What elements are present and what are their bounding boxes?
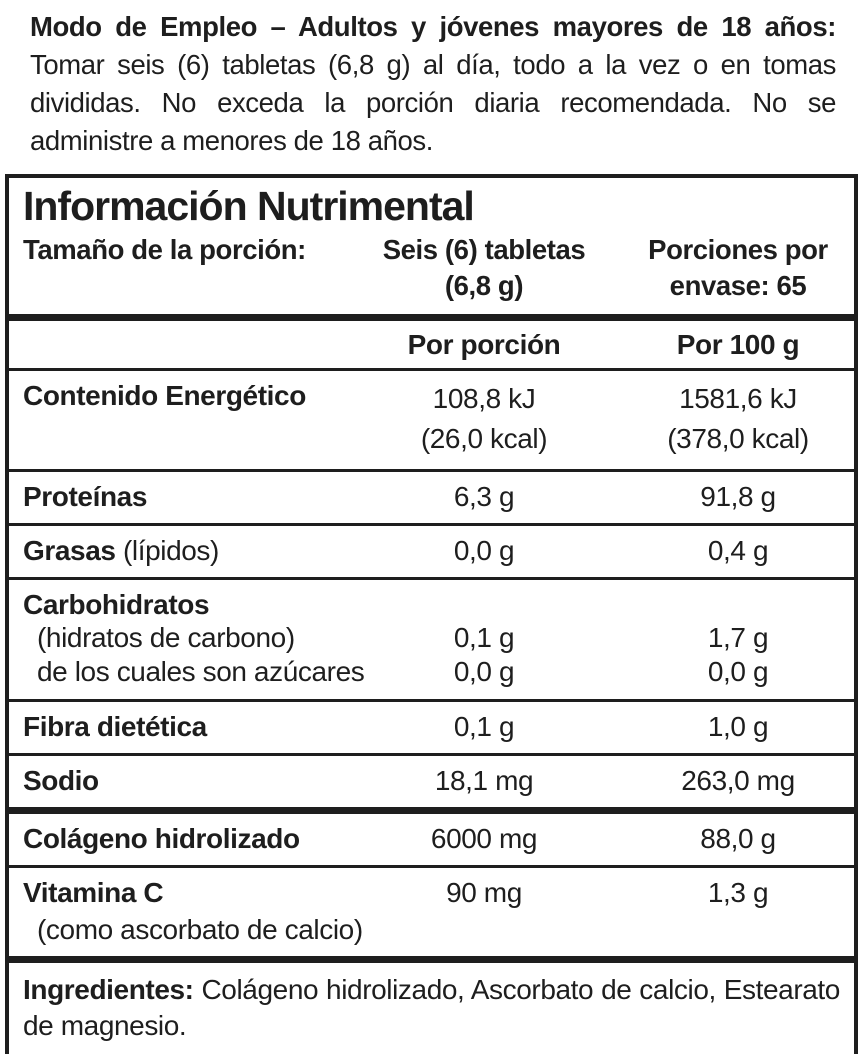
nutrient-per-100g: 91,8 g bbox=[700, 481, 776, 512]
nutrient-per-serving: 18,1 mg bbox=[434, 765, 534, 796]
column-header-spacer bbox=[9, 328, 346, 361]
nutrient-name-note: (lípidos) bbox=[122, 535, 219, 566]
nutrient-name: Contenido Energético bbox=[23, 380, 306, 411]
nutrient-name: Carbohidratos bbox=[23, 589, 210, 620]
nutrient-per-100g: 0,0 g bbox=[707, 656, 769, 687]
nutrient-per-100g: 88,0 g bbox=[700, 823, 776, 854]
thick-divider bbox=[9, 314, 854, 321]
nutrient-row-fiber: Fibra dietética 0,1 g 1,0 g bbox=[9, 699, 854, 753]
ingredients-section: Ingredientes: Colágeno hidrolizado, Asco… bbox=[9, 963, 854, 1054]
nutrient-name: Proteínas bbox=[23, 481, 147, 512]
nutrient-row-energy: Contenido Energético 108,8 kJ (26,0 kcal… bbox=[9, 368, 854, 469]
nutrient-per-100g: 1,0 g bbox=[707, 711, 769, 742]
nutrient-per-serving: 6000 mg bbox=[430, 823, 538, 854]
nutrient-name: Colágeno hidrolizado bbox=[23, 823, 300, 854]
nutrient-name: Grasas (lípidos) bbox=[9, 534, 346, 567]
nutrient-name: Vitamina C bbox=[23, 877, 164, 908]
nutrient-per-100g: 1,3 g bbox=[707, 877, 769, 908]
nutrient-per-serving: 0,1 g bbox=[453, 622, 515, 653]
nutrient-per-serving: 0,0 g bbox=[453, 535, 515, 566]
usage-paragraph: Modo de Empleo – Adultos y jóvenes mayor… bbox=[30, 8, 836, 160]
column-header-per-100g: Por 100 g bbox=[676, 329, 800, 360]
usage-body: Tomar seis (6) tabletas (6,8 g) al día, … bbox=[30, 49, 836, 156]
nutrient-row-fat: Grasas (lípidos) 0,0 g 0,4 g bbox=[9, 523, 854, 577]
column-header-per-serving: Por porción bbox=[407, 329, 561, 360]
nutrient-per-100g: 263,0 mg bbox=[681, 765, 795, 796]
usage-lead: Modo de Empleo – Adultos y jóvenes mayor… bbox=[30, 11, 836, 42]
nutrient-per-serving: 108,8 kJ (26,0 kcal) bbox=[420, 383, 548, 454]
nutrient-per-serving: 6,3 g bbox=[453, 481, 515, 512]
nutrient-row-sodium: Sodio 18,1 mg 263,0 mg bbox=[9, 753, 854, 807]
ingredients-list: Colágeno hidrolizado, Ascorbato de calci… bbox=[23, 974, 840, 1041]
servings-per-container: Porciones por envase: 65 bbox=[648, 234, 828, 301]
panel-title: Información Nutrimental bbox=[23, 183, 475, 229]
nutrient-name-bold: Grasas bbox=[23, 535, 116, 566]
nutrient-subrow-label: (hidratos de carbono) bbox=[37, 622, 295, 653]
nutrient-name: Fibra dietética bbox=[23, 711, 207, 742]
serving-size-label: Tamaño de la porción: bbox=[23, 234, 306, 265]
thick-divider bbox=[9, 807, 854, 814]
nutrient-subrow-label: de los cuales son azúcares bbox=[37, 656, 365, 687]
nutrient-row-collagen: Colágeno hidrolizado 6000 mg 88,0 g bbox=[9, 814, 854, 865]
nutrient-name: Sodio bbox=[23, 765, 99, 796]
nutrient-per-100g: 0,4 g bbox=[707, 535, 769, 566]
nutrient-per-serving: 0,0 g bbox=[453, 656, 515, 687]
thick-divider bbox=[9, 956, 854, 963]
nutrient-per-100g: 1581,6 kJ (378,0 kcal) bbox=[667, 383, 809, 454]
nutrient-per-serving: 90 mg bbox=[446, 877, 522, 908]
nutrient-row-protein: Proteínas 6,3 g 91,8 g bbox=[9, 469, 854, 523]
serving-size-value: Seis (6) tabletas (6,8 g) bbox=[382, 234, 586, 301]
nutrient-row-vitamin-c: Vitamina C 90 mg 1,3 g (como ascorbato d… bbox=[9, 865, 854, 956]
ingredients-label: Ingredientes: bbox=[23, 974, 194, 1005]
nutrient-per-100g: 1,7 g bbox=[707, 622, 769, 653]
column-header-row: Por porción Por 100 g bbox=[9, 321, 854, 368]
nutrient-per-serving: 0,1 g bbox=[453, 711, 515, 742]
nutrient-row-carbohydrates: Carbohidratos (hidratos de carbono) 0,1 … bbox=[9, 577, 854, 699]
nutrition-facts-panel: Información Nutrimental Tamaño de la por… bbox=[5, 174, 858, 1054]
nutrient-name-note: (como ascorbato de calcio) bbox=[37, 914, 363, 945]
serving-size-row: Tamaño de la porción: Seis (6) tabletas … bbox=[9, 228, 854, 314]
